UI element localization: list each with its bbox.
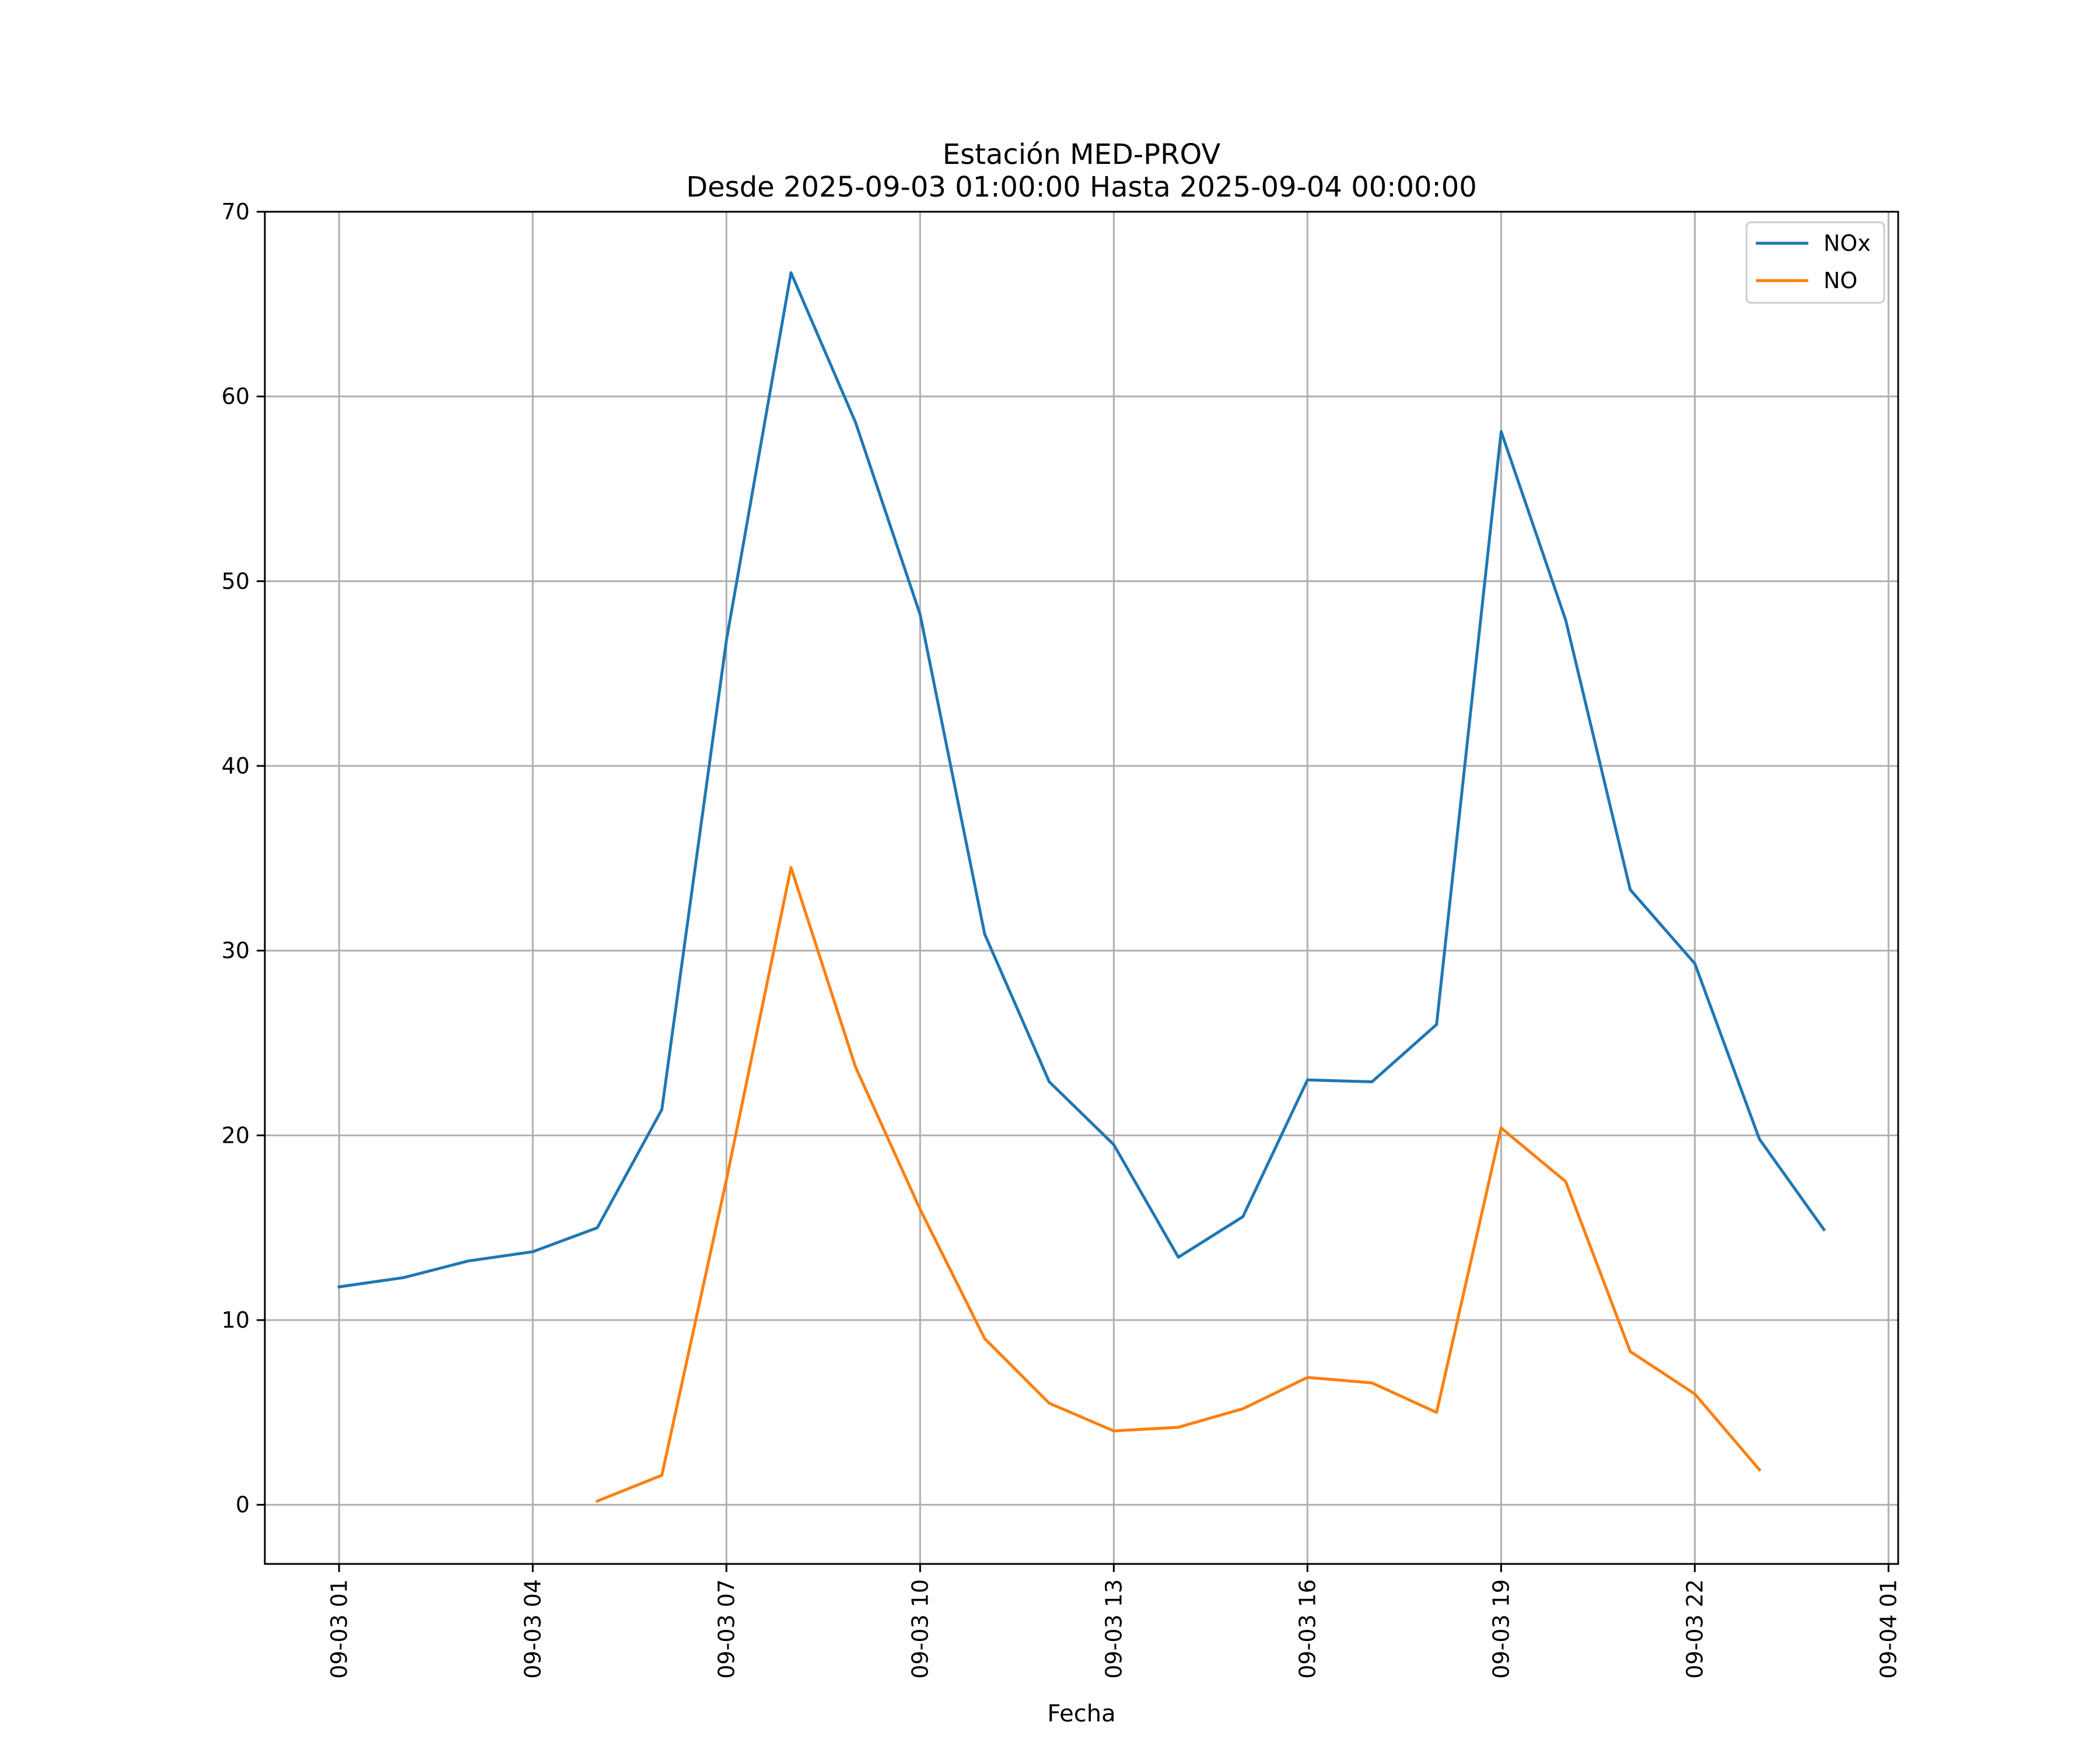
y-tick-label: 0 [236,1492,250,1518]
plot-frame [264,211,1899,1565]
y-tick-label: 40 [222,753,250,779]
y-tick-label: 60 [222,384,250,410]
y-tick-label: 10 [222,1307,250,1333]
x-tick-label: 09-03 01 [326,1579,352,1679]
x-tick-label: 09-03 10 [907,1579,933,1679]
y-tick-label: 20 [222,1122,250,1148]
x-tick-label: 09-03 13 [1101,1579,1126,1679]
x-tick-label: 09-03 19 [1488,1579,1514,1679]
legend-label-no: NO [1824,268,1857,293]
y-tick-label: 50 [222,568,250,594]
y-tick-label: 30 [222,938,250,964]
y-tick-label: 70 [222,199,250,225]
x-tick-label: 09-03 22 [1682,1579,1707,1679]
series-line-no [595,866,1762,1503]
chart-title: Estación MED-PROV [943,138,1221,171]
legend-label-nox: NOx [1824,230,1871,256]
chart-subtitle: Desde 2025-09-03 01:00:00 Hasta 2025-09-… [686,171,1477,204]
legend: NOx NO [1745,221,1885,304]
x-tick-label: 09-03 16 [1294,1579,1320,1679]
x-tick-label: 09-03 07 [713,1579,739,1679]
series-line-nox [337,271,1826,1289]
x-tick-label: 09-03 04 [520,1579,545,1679]
x-tick-label: 09-04 01 [1875,1579,1901,1679]
x-axis-label: Fecha [1047,1700,1115,1727]
